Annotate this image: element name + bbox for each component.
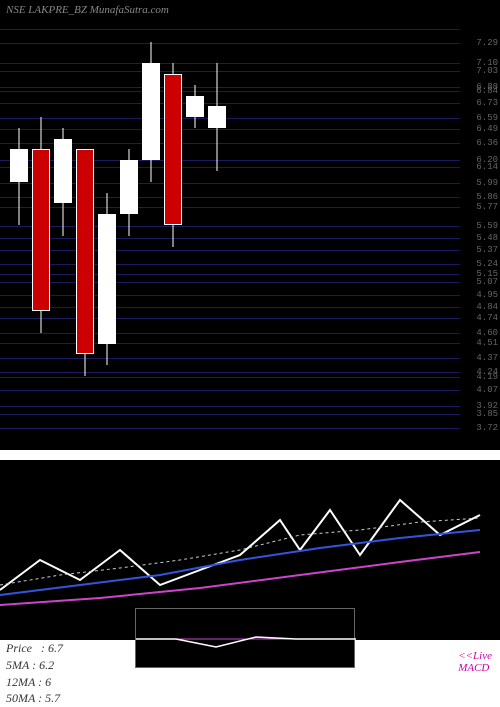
grid-line [0, 318, 460, 319]
grid-line [0, 43, 460, 44]
grid-line [0, 264, 460, 265]
price-label: 4.74 [476, 313, 498, 323]
candle-body [54, 139, 72, 204]
grid-line [0, 295, 460, 296]
grid-line [0, 250, 460, 251]
candle [142, 42, 160, 182]
candle-body [142, 63, 160, 160]
grid-line [0, 406, 460, 407]
price-label: 4.84 [476, 302, 498, 312]
price-label: 4.95 [476, 290, 498, 300]
price-label: 5.24 [476, 259, 498, 269]
price-label: 6.84 [476, 86, 498, 96]
price-label: 5.86 [476, 192, 498, 202]
price-value: : 6.7 [41, 641, 63, 655]
candle-body [32, 149, 50, 311]
grid-line [0, 343, 460, 344]
candle-body [120, 160, 138, 214]
ma5-row: 5MA : 6.2 [6, 657, 63, 674]
candle [32, 117, 50, 333]
grid-line [0, 333, 460, 334]
grid-line [0, 390, 460, 391]
price-label: 6.73 [476, 98, 498, 108]
candle [186, 85, 204, 128]
grid-line [0, 87, 460, 88]
price-label: 4.19 [476, 372, 498, 382]
chart-title: NSE LAKPRE_BZ MunafaSutra.com [6, 4, 169, 16]
candle-body [164, 74, 182, 225]
price-label: 7.42 [476, 24, 498, 34]
grid-line [0, 103, 460, 104]
price-label: 4.51 [476, 338, 498, 348]
price-label: 6.49 [476, 124, 498, 134]
ma12-row: 12MA : 6 [6, 674, 63, 691]
grid-line [0, 29, 460, 30]
price-label: Price [6, 641, 32, 655]
candle [164, 63, 182, 246]
price-label: 4.07 [476, 385, 498, 395]
candle-body [98, 214, 116, 343]
price-label: 5.77 [476, 202, 498, 212]
candle-body [76, 149, 94, 354]
price-row: Price : 6.7 [6, 640, 63, 657]
price-label: 5.59 [476, 221, 498, 231]
candle [208, 63, 226, 171]
candle-body [10, 149, 28, 181]
price-label: 5.07 [476, 277, 498, 287]
grid-line [0, 238, 460, 239]
macd-inset [135, 608, 355, 668]
grid-line [0, 91, 460, 92]
price-label: 5.99 [476, 178, 498, 188]
price-label: 6.59 [476, 113, 498, 123]
grid-line [0, 372, 460, 373]
grid-line [0, 307, 460, 308]
price-label: 3.85 [476, 409, 498, 419]
price-label: 5.37 [476, 245, 498, 255]
price-label: 3.72 [476, 423, 498, 433]
grid-line [0, 358, 460, 359]
indicator-line-ma_mid [0, 530, 480, 595]
info-box: Price : 6.7 5MA : 6.2 12MA : 6 50MA : 5.… [6, 640, 63, 707]
candle-body [186, 96, 204, 118]
grid-line [0, 71, 460, 72]
ma50-row: 50MA : 5.7 [6, 690, 63, 707]
price-label: 5.48 [476, 233, 498, 243]
grid-line [0, 282, 460, 283]
macd-label: <<Live MACD [458, 650, 492, 674]
price-label: 6.14 [476, 162, 498, 172]
candlestick-chart: NSE LAKPRE_BZ MunafaSutra.com 7.42 7.29 7.… [0, 0, 500, 450]
price-label: 4.60 [476, 328, 498, 338]
candle [76, 149, 94, 376]
price-label: 7.03 [476, 66, 498, 76]
price-label: 4.37 [476, 353, 498, 363]
candle-body [208, 106, 226, 128]
candle [10, 128, 28, 225]
candle [98, 193, 116, 366]
grid-line [0, 63, 460, 64]
chart-container: NSE LAKPRE_BZ MunafaSutra.com 7.42 7.29 7.… [0, 0, 500, 700]
grid-line [0, 428, 460, 429]
grid-line [0, 274, 460, 275]
price-label: 7.29 [476, 38, 498, 48]
price-label: 6.36 [476, 138, 498, 148]
grid-line [0, 377, 460, 378]
indicator-line-signal [0, 500, 480, 590]
candle [54, 128, 72, 236]
grid-line [0, 118, 460, 119]
candle [120, 149, 138, 235]
grid-line [0, 414, 460, 415]
